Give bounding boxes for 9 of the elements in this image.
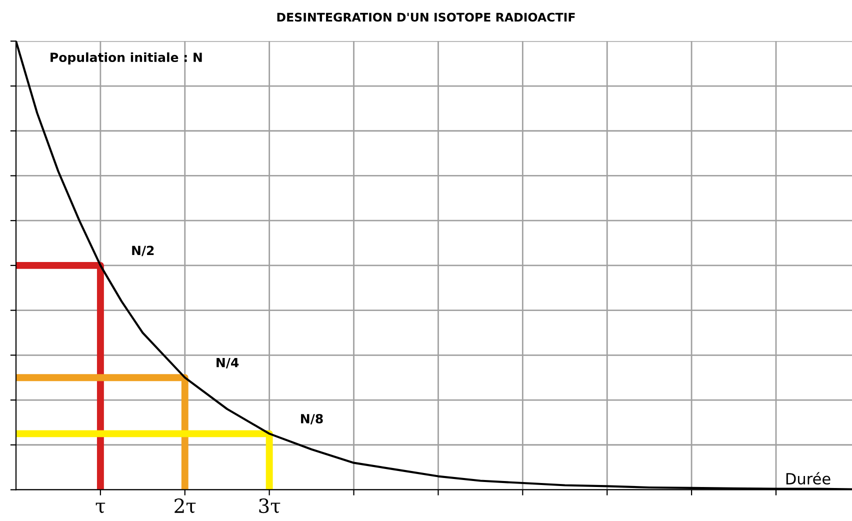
x-tick-label: τ <box>96 502 106 513</box>
annotation: N/4 <box>216 358 239 368</box>
x-axis-title: Durée <box>786 472 830 485</box>
x-tick-label: 2τ <box>174 498 196 513</box>
annotation: N/8 <box>301 414 323 424</box>
chart-title: DESINTEGRATION D'UN ISOTOPE RADIOACTIF <box>277 12 575 22</box>
annotation: N/2 <box>132 246 154 256</box>
annotation: Population initiale : N <box>50 52 202 64</box>
x-tick-label: 3τ <box>259 498 280 514</box>
